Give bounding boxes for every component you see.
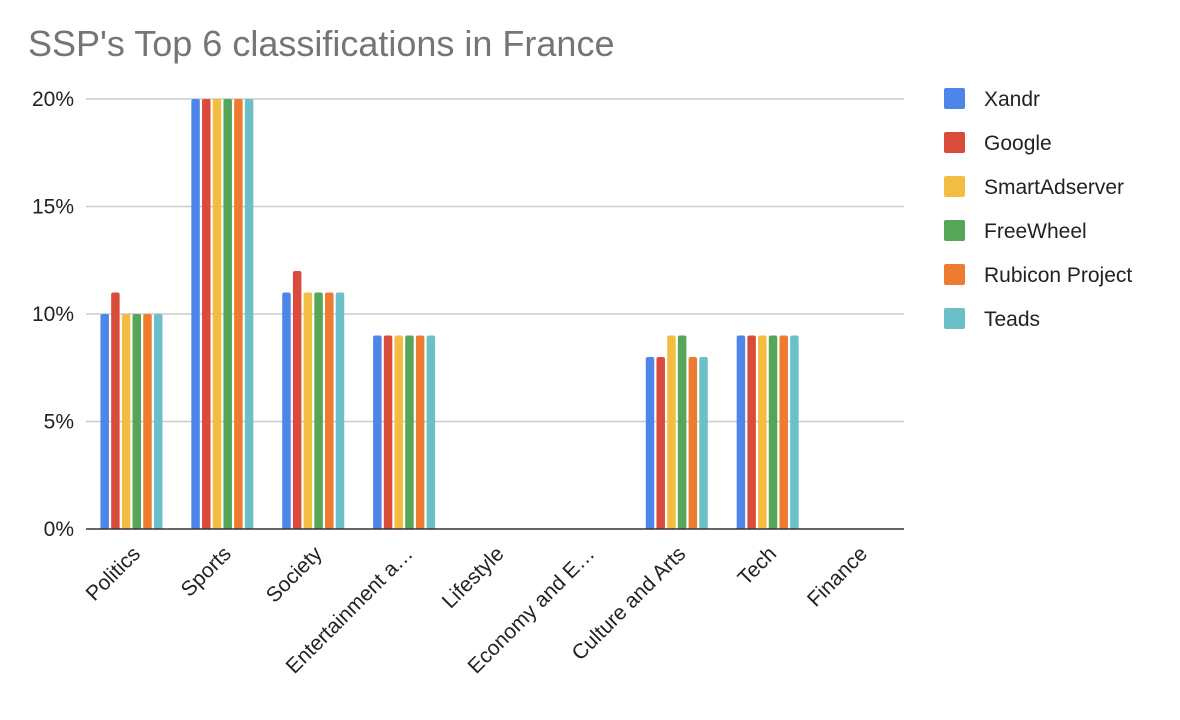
y-axis-ticks: 0% 5% 10% 15% 20% (32, 88, 74, 541)
legend-label: Rubicon Project (984, 264, 1132, 287)
legend-swatch (944, 308, 965, 329)
bar (405, 335, 414, 529)
bar (688, 357, 698, 529)
x-category-label: Tech (734, 542, 782, 590)
legend-swatch (944, 132, 965, 153)
bar (234, 99, 243, 529)
bar (244, 99, 254, 529)
x-category-label: Society (262, 542, 327, 607)
y-tick-label: 10% (32, 303, 74, 326)
bar (202, 99, 211, 529)
x-category-label: Lifestyle (438, 542, 509, 613)
bar (779, 335, 788, 529)
bar (677, 335, 687, 529)
bar (100, 314, 109, 529)
x-category-label: Finance (803, 542, 872, 611)
bar (132, 314, 142, 529)
bar (383, 335, 393, 529)
y-tick-label: 0% (44, 518, 74, 541)
bar (212, 99, 222, 529)
bar (699, 357, 708, 529)
legend-label: Teads (984, 308, 1040, 331)
bar (153, 314, 163, 529)
legend-swatch (944, 264, 965, 285)
bar (790, 335, 799, 529)
legend-swatch (944, 88, 965, 109)
bar (415, 335, 425, 529)
bar (394, 335, 404, 529)
bar (282, 292, 291, 529)
bars (100, 99, 799, 529)
bar (656, 357, 665, 529)
bar (325, 292, 334, 529)
bar (292, 271, 302, 529)
bar (768, 335, 778, 529)
bar (667, 335, 676, 529)
legend-swatch (944, 176, 965, 197)
bar (191, 99, 200, 529)
bar (747, 335, 756, 529)
y-tick-label: 20% (32, 88, 74, 111)
y-tick-label: 5% (44, 411, 74, 434)
bar (426, 335, 436, 529)
x-category-label: Politics (82, 542, 145, 605)
bar (645, 357, 655, 529)
y-tick-label: 15% (32, 196, 74, 219)
bar (303, 292, 313, 529)
bar (373, 335, 382, 529)
legend: Xandr Google SmartAdserver FreeWheel Rubicon… (944, 88, 1132, 331)
legend-label: SmartAdserver (984, 176, 1124, 199)
chart-title: SSP's Top 6 classifications in France (28, 23, 614, 64)
legend-label: Google (984, 132, 1052, 155)
bar (223, 99, 232, 529)
bar (111, 292, 120, 529)
legend-label: Xandr (984, 88, 1040, 111)
bar (758, 335, 767, 529)
bar (335, 292, 345, 529)
bar (736, 335, 746, 529)
x-category-label: Sports (177, 542, 236, 601)
bar (314, 292, 323, 529)
gridlines (86, 98, 904, 423)
bar (121, 314, 131, 529)
bar (143, 314, 152, 529)
legend-swatch (944, 220, 965, 241)
legend-label: FreeWheel (984, 220, 1087, 243)
